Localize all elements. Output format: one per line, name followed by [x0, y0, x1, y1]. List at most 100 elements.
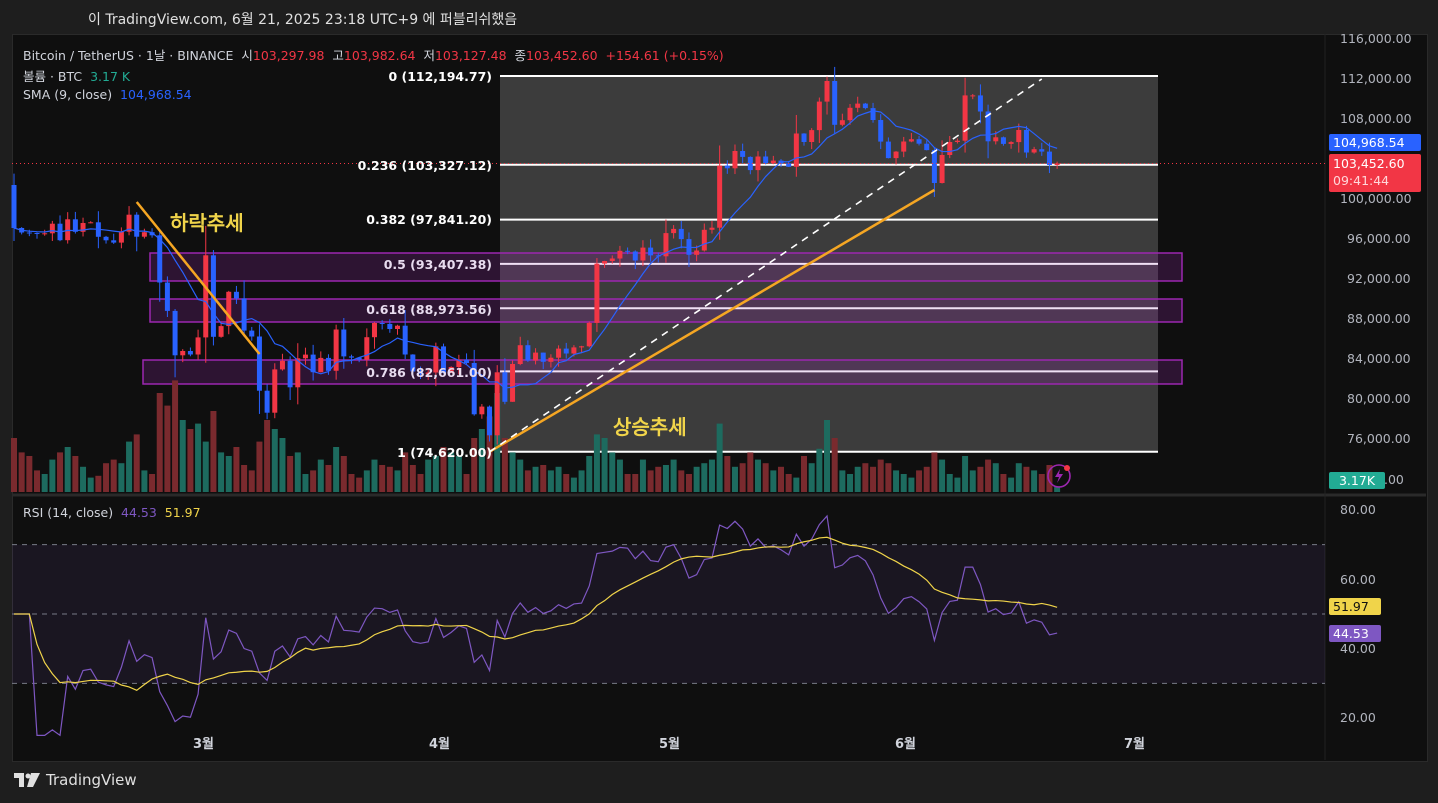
- candle-body: [494, 372, 500, 436]
- volume-bar: [287, 456, 294, 492]
- candle-body: [732, 151, 738, 169]
- rsi-ma-badge: 51.97: [1329, 598, 1381, 615]
- candle-body: [563, 348, 569, 354]
- candle-body: [517, 345, 523, 364]
- volume-bar: [555, 466, 562, 492]
- volume-bar: [256, 441, 263, 492]
- candle-body: [172, 310, 178, 356]
- candle-body: [855, 103, 861, 108]
- volume-bar: [977, 466, 984, 492]
- volume-bar: [49, 459, 56, 492]
- price-tick: 116,000.00: [1340, 31, 1412, 46]
- rsi-tick: 40.00: [1340, 641, 1376, 656]
- candle-body: [617, 250, 623, 259]
- volume-bar: [425, 459, 432, 492]
- volume-bar: [18, 452, 25, 492]
- volume-bar: [839, 470, 846, 492]
- volume-bar: [164, 405, 171, 492]
- volume-legend[interactable]: 볼륨 · BTC 3.17 K: [23, 66, 130, 85]
- volume-bar: [149, 474, 156, 492]
- volume-bar: [962, 456, 969, 492]
- candle-body: [379, 323, 385, 324]
- rsi-tick: 20.00: [1340, 710, 1376, 725]
- candle-body: [977, 95, 983, 112]
- candle-body: [709, 227, 715, 230]
- candle-body: [548, 357, 554, 362]
- candle-body: [88, 222, 94, 224]
- candle-body: [701, 229, 707, 251]
- rsi-badge: 44.53: [1329, 625, 1381, 642]
- candle-body: [348, 356, 354, 358]
- volume-bar: [348, 474, 355, 492]
- candle-body: [893, 151, 899, 159]
- sma-legend[interactable]: SMA (9, close) 104,968.54: [23, 87, 192, 102]
- candle-body: [72, 219, 78, 232]
- candle-body: [141, 232, 147, 237]
- candle-body: [356, 357, 362, 360]
- candle-body: [663, 233, 669, 257]
- volume-bar: [517, 459, 524, 492]
- volume-bar: [448, 452, 455, 492]
- volume-bar: [118, 463, 125, 492]
- volume-bar: [616, 459, 623, 492]
- volume-bar: [241, 465, 248, 492]
- sma-line: [13, 110, 1058, 389]
- uptrend-annotation[interactable]: 상승추세: [613, 415, 687, 439]
- rsi-legend[interactable]: RSI (14, close) 44.53 51.97: [23, 505, 201, 520]
- volume-bar: [908, 477, 915, 492]
- candle-body: [371, 323, 377, 338]
- volume-bar: [708, 459, 715, 492]
- candle-body: [985, 111, 991, 142]
- volume-bar: [302, 474, 309, 492]
- candle-body: [126, 214, 132, 232]
- candle-body: [333, 329, 339, 371]
- rsi-value: 44.53: [121, 505, 157, 520]
- volume-bar: [624, 474, 631, 492]
- volume-bar: [885, 463, 892, 492]
- volume-bar: [532, 466, 539, 492]
- volume-bar: [969, 470, 976, 492]
- downtrend-annotation[interactable]: 하락추세: [170, 211, 244, 235]
- candle-body: [1008, 142, 1014, 144]
- volume-bar: [847, 474, 854, 492]
- candle-body: [164, 282, 170, 311]
- volume-bar: [662, 465, 669, 492]
- volume-bar: [900, 474, 907, 492]
- volume-bar: [854, 466, 861, 492]
- candle-body: [786, 163, 792, 167]
- candle-body: [1016, 130, 1022, 143]
- candle-body: [387, 323, 393, 329]
- candle-body: [993, 137, 999, 142]
- volume-bar: [593, 434, 600, 492]
- volume-bar: [877, 459, 884, 492]
- symbol-name[interactable]: Bitcoin / TetherUS · 1날 · BINANCE: [23, 48, 234, 63]
- volume-bar: [1038, 474, 1045, 492]
- volume-bar: [126, 441, 133, 492]
- volume-bar: [402, 452, 409, 492]
- volume-badge: 3.17K: [1329, 472, 1385, 489]
- candle-body: [609, 258, 615, 261]
- volume-bar: [685, 474, 692, 492]
- candle-body: [916, 139, 922, 144]
- volume-bar: [279, 438, 286, 492]
- tradingview-logo[interactable]: TradingView: [14, 771, 137, 789]
- rsi-line: [14, 514, 1058, 737]
- low-label: 저: [423, 48, 435, 63]
- lightning-icon[interactable]: [1046, 463, 1072, 489]
- candle-body: [931, 150, 937, 183]
- candle-body: [256, 336, 262, 391]
- candle-body: [218, 326, 224, 337]
- candle-body: [134, 214, 140, 237]
- candle-body: [42, 233, 48, 235]
- volume-bar: [509, 452, 516, 492]
- volume-bar: [57, 452, 64, 492]
- candle-body: [724, 165, 730, 169]
- bar-countdown: 09:41:44: [1333, 173, 1390, 188]
- close-label: 종: [514, 48, 527, 63]
- candle-body: [924, 143, 930, 151]
- volume-bar: [862, 463, 869, 492]
- fib-label-05: 0.5 (93,407.38): [383, 257, 492, 272]
- candle-body: [870, 108, 876, 120]
- candle-body: [65, 219, 71, 241]
